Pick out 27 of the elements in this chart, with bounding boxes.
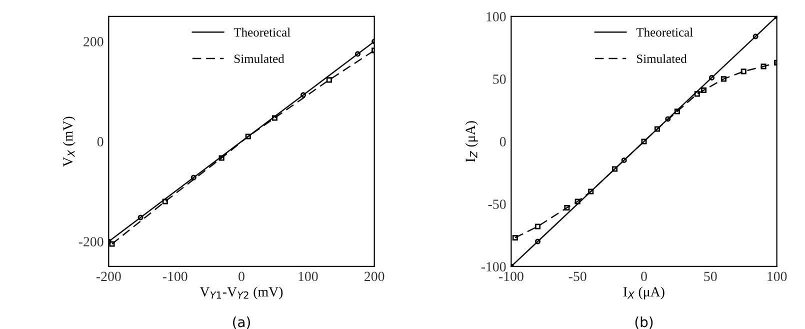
legend-label: Theoretical [636,28,693,37]
legend-label: Simulated [234,54,284,63]
x-tick-label: 100 [768,272,787,282]
y-tick-label: 0 [97,137,104,146]
y-tick-label: 200 [84,37,104,46]
y-axis-title: V$_{X}$ (mV) [62,116,76,167]
y-tick-label: -200 [78,237,104,246]
x-tick-label: -100 [162,272,188,282]
y-tick-label: 50 [493,74,506,84]
y-tick-label: 100 [486,12,506,22]
text: (a) [233,316,250,329]
text: (b) [635,316,653,329]
x-tick-label: -200 [96,272,121,282]
y-tick-label: 0 [500,137,506,146]
x-axis-title: V$_{Y1}$-V$_{Y2}$ (mV) [200,286,283,300]
legend-label: Simulated [637,54,687,63]
x-tick-label: 100 [298,272,318,282]
y-tick-label: -100 [481,262,506,272]
x-tick-label: -50 [568,272,586,282]
x-tick-label: 0 [641,272,647,282]
x-tick-label: 200 [364,272,384,282]
y-tick-label: -50 [488,200,506,209]
y-axis-title: I$_{Z}$ (μA) [465,121,478,162]
legend-label: Theoretical [234,28,290,37]
x-axis-title: I$_{X}$ (μA) [623,286,664,300]
x-tick-label: 50 [704,272,717,282]
x-tick-label: 0 [238,272,244,282]
